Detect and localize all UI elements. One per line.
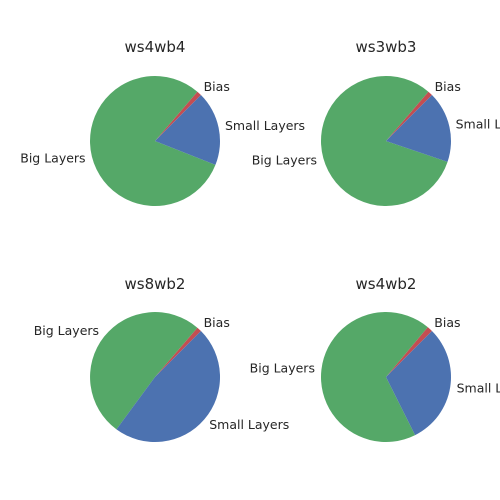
pie-label-bias: Bias bbox=[204, 315, 230, 330]
pie-label-big-layers: Big Layers bbox=[34, 323, 99, 338]
pie-panel-ws4wb2: ws4wb2 Bias Big Layers Small Layers bbox=[250, 275, 500, 442]
pie-title: ws4wb2 bbox=[356, 275, 417, 293]
pie-label-small-layers: Small Layers bbox=[457, 381, 500, 396]
pie-label-big-layers: Big Layers bbox=[20, 151, 85, 166]
pie-slice-big-layers bbox=[320, 76, 448, 207]
pie-panel-ws8wb2: ws8wb2 Bias Big Layers Small Layers bbox=[34, 275, 289, 443]
pie-slice-bias bbox=[386, 91, 432, 141]
pie-slice-bias bbox=[386, 327, 432, 377]
pie-label-bias: Bias bbox=[434, 315, 460, 330]
pie-panel-ws3wb3: ws3wb3 Bias Big Layers Small Layers bbox=[252, 38, 500, 207]
pie-label-bias: Bias bbox=[204, 79, 230, 94]
pie-label-big-layers: Big Layers bbox=[252, 152, 317, 167]
pie-label-big-layers: Big Layers bbox=[250, 360, 315, 375]
pie-slice-big-layers bbox=[90, 76, 216, 207]
pie-slice-small-layers bbox=[386, 331, 451, 436]
pie-slice-small-layers bbox=[386, 95, 451, 162]
pie-label-small-layers: Small Layers bbox=[209, 417, 289, 432]
pie-label-bias: Bias bbox=[435, 79, 461, 94]
pie-slice-big-layers bbox=[320, 311, 428, 442]
pie-slice-bias bbox=[155, 91, 201, 141]
pie-slice-small-layers bbox=[116, 331, 221, 443]
pie-slice-bias bbox=[155, 327, 201, 377]
pie-slice-small-layers bbox=[155, 95, 221, 165]
pie-label-small-layers: Small Layers bbox=[225, 118, 305, 133]
pie-slice-big-layers bbox=[90, 312, 198, 430]
pie-label-small-layers: Small Layers bbox=[456, 116, 500, 131]
pie-title: ws3wb3 bbox=[356, 38, 417, 56]
pie-title: ws8wb2 bbox=[125, 275, 186, 293]
pie-title: ws4wb4 bbox=[125, 38, 186, 56]
pie-panel-ws4wb4: ws4wb4 Bias Big Layers Small Layers bbox=[20, 38, 305, 207]
